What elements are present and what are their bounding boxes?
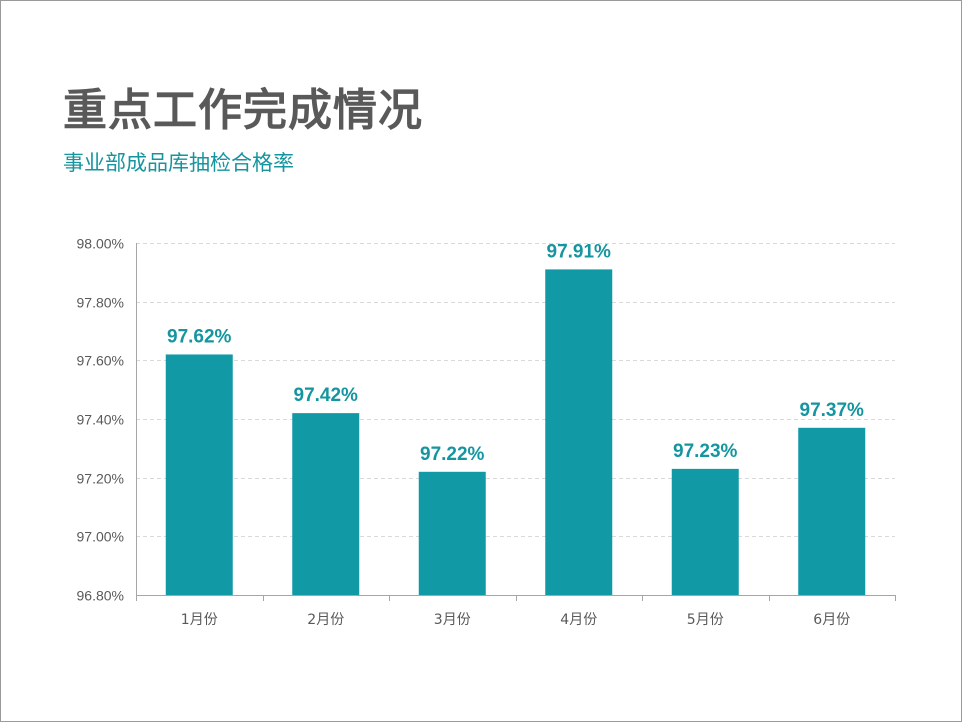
gridlines — [136, 243, 895, 537]
bar — [545, 269, 613, 595]
data-labels: 97.62% 97.42% 97.22% 97.91% 97.23% 97.37% — [167, 241, 864, 464]
x-tick-label: 1月份 — [181, 612, 218, 628]
y-tick-label: 97.00% — [77, 529, 124, 545]
y-tick-label: 97.60% — [77, 353, 124, 369]
data-label: 97.22% — [420, 444, 485, 465]
y-tick-labels: 96.80% 97.00% 97.20% 97.40% 97.60% 97.80% 98.0… — [77, 236, 124, 604]
y-tick-label: 98.00% — [77, 236, 124, 252]
bars — [165, 269, 866, 595]
page-title: 重点工作完成情况 — [63, 85, 423, 136]
y-tick-label: 97.40% — [77, 412, 124, 428]
axes — [136, 243, 896, 601]
bar — [418, 471, 486, 595]
x-tick-label: 6月份 — [813, 612, 850, 628]
y-tick-label: 97.80% — [77, 295, 124, 311]
x-tick-label: 2月份 — [307, 612, 344, 628]
y-tick-label: 97.20% — [77, 471, 124, 487]
y-tick-label: 96.80% — [77, 588, 124, 604]
bar — [671, 468, 739, 595]
x-tick-label: 3月份 — [434, 612, 471, 628]
x-tick-label: 5月份 — [687, 612, 724, 628]
page-subtitle: 事业部成品库抽检合格率 — [63, 151, 294, 175]
x-tick-label: 4月份 — [560, 612, 597, 628]
bar — [292, 413, 360, 595]
data-label: 97.42% — [294, 385, 359, 406]
data-label: 97.91% — [547, 241, 612, 262]
data-label: 97.37% — [800, 400, 865, 421]
x-tick-labels: 1月份 2月份 3月份 4月份 5月份 6月份 — [181, 612, 850, 628]
data-label: 97.23% — [673, 441, 738, 462]
bar — [165, 354, 233, 595]
data-label: 97.62% — [167, 326, 232, 347]
bar — [798, 427, 866, 595]
